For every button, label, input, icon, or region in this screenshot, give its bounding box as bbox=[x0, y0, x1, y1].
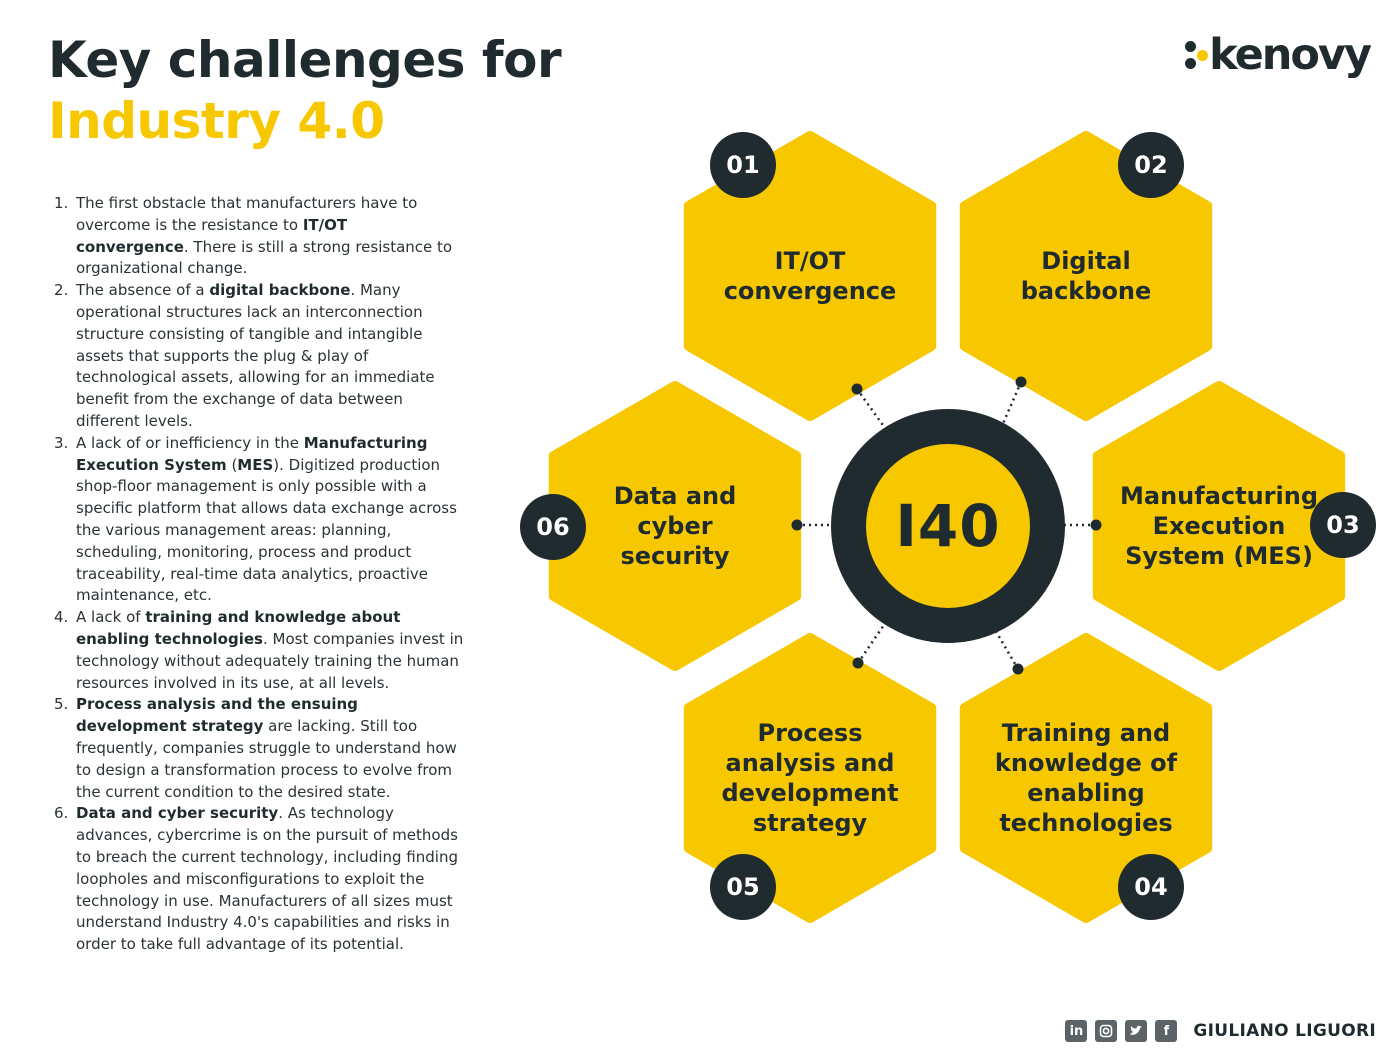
hex-label-04: Training and knowledge of enabling technolo… bbox=[966, 718, 1206, 838]
list-item-keyword: Manufacturing Execution System bbox=[76, 433, 428, 474]
connector-dot-02 bbox=[1015, 376, 1027, 388]
list-item-number: 5. bbox=[54, 695, 69, 714]
connector-line-05 bbox=[856, 621, 888, 664]
hexagon-02 bbox=[959, 131, 1213, 421]
hex-label-line: Manufacturing bbox=[1120, 482, 1318, 510]
list-item: 3. A lack of or inefficiency in the Manuf… bbox=[54, 433, 464, 607]
list-item-text: . As technology advances, cybercrime is … bbox=[76, 804, 458, 954]
list-item-number: 2. bbox=[54, 281, 69, 300]
list-item-text: A lack of bbox=[76, 608, 146, 627]
hex-label-line: IT/OT bbox=[774, 247, 846, 275]
hex-label-line: Data and bbox=[613, 482, 737, 510]
list-item: 5. Process analysis and the ensuing devel… bbox=[54, 694, 464, 803]
list-item: 2. The absence of a digital backbone. Man… bbox=[54, 280, 464, 433]
title-line-2: Industry 4.0 bbox=[48, 92, 385, 150]
hex-label-06: Data and cyber security bbox=[555, 481, 795, 571]
connector-dot-06 bbox=[791, 519, 803, 531]
author-name: GIULIANO LIGUORI bbox=[1193, 1021, 1376, 1041]
hexagon-01 bbox=[683, 131, 937, 421]
list-item-keyword: MES bbox=[237, 455, 274, 474]
hex-label-line: System (MES) bbox=[1125, 542, 1313, 570]
page-title: Key challenges for Industry 4.0 bbox=[48, 30, 562, 152]
connector-line-02 bbox=[1000, 381, 1023, 427]
linkedin-icon[interactable]: in bbox=[1065, 1020, 1088, 1042]
list-item-keyword: digital backbone bbox=[209, 281, 351, 300]
hex-label-line: Digital bbox=[1041, 247, 1131, 275]
hex-label-line: analysis and bbox=[725, 749, 895, 777]
hex-label-05: Process analysis and development strategy bbox=[690, 718, 930, 838]
hex-label-01: IT/OT convergence bbox=[690, 246, 930, 306]
list-item-number: 3. bbox=[54, 433, 69, 452]
list-item-text: ( bbox=[226, 455, 238, 474]
hex-number-badge-05: 05 bbox=[710, 854, 776, 920]
hex-number-badge-01: 01 bbox=[710, 132, 776, 198]
connector-dot-05 bbox=[852, 657, 864, 669]
logo-text: kenovy bbox=[1209, 29, 1372, 80]
footer: in f GIULIANO LIGUORI bbox=[1065, 1020, 1376, 1042]
list-item-text: The first obstacle that manufacturers ha… bbox=[76, 194, 418, 234]
list-item-text: . There is still a strong resistance to … bbox=[76, 237, 453, 278]
hex-label-line: Execution bbox=[1152, 512, 1286, 540]
hex-label-line: strategy bbox=[752, 809, 868, 837]
hex-label-line: development bbox=[721, 779, 899, 807]
list-item: 4. A lack of training and knowledge about… bbox=[54, 607, 464, 694]
hex-number-badge-04: 04 bbox=[1118, 854, 1184, 920]
hex-label-line: cyber bbox=[637, 512, 713, 540]
hexagon-05 bbox=[683, 633, 937, 923]
connector-line-04 bbox=[992, 627, 1020, 670]
logo-dots-icon bbox=[1183, 35, 1209, 75]
list-item-text: The absence of a bbox=[76, 281, 210, 300]
list-item-text: . Most companies invest in technology wi… bbox=[76, 629, 464, 692]
title-line-1: Key challenges for bbox=[48, 31, 562, 89]
center-core bbox=[866, 444, 1030, 608]
hex-label-line: Process bbox=[757, 719, 863, 747]
list-item: 6. Data and cyber security. As technology… bbox=[54, 803, 464, 956]
hex-label-line: knowledge of bbox=[994, 749, 1178, 777]
list-item-number: 4. bbox=[54, 608, 69, 627]
list-item-keyword: Process analysis and the ensuing develop… bbox=[76, 695, 358, 736]
challenges-list: 1. The first obstacle that manufacturers … bbox=[54, 193, 464, 956]
hex-label-02: Digital backbone bbox=[966, 246, 1206, 306]
list-item-text: A lack of or inefficiency in the bbox=[76, 433, 304, 452]
connector-dot-01 bbox=[851, 383, 863, 395]
hexagon-06 bbox=[548, 381, 802, 671]
list-item-text: ). Digitized production shop-floor manag… bbox=[76, 455, 457, 605]
i40-hexagon-diagram: IT/OT convergence 01 Digital backbone 02 Manuf… bbox=[500, 110, 1400, 950]
list-item-keyword: Data and cyber security bbox=[76, 804, 279, 823]
hex-label-line: convergence bbox=[723, 277, 897, 305]
facebook-icon[interactable]: f bbox=[1155, 1020, 1178, 1042]
list-item-keyword: training and knowledge about enabling te… bbox=[76, 608, 401, 648]
list-item: 1. The first obstacle that manufacturers … bbox=[54, 193, 464, 280]
hex-label-line: backbone bbox=[1020, 277, 1152, 305]
instagram-icon[interactable] bbox=[1095, 1020, 1118, 1042]
twitter-icon[interactable] bbox=[1125, 1020, 1148, 1042]
list-item-text: . Many operational structures lack an in… bbox=[76, 281, 435, 430]
hex-label-line: technologies bbox=[999, 809, 1173, 837]
connector-line-01 bbox=[855, 388, 887, 429]
hex-label-line: Training and bbox=[1001, 719, 1171, 747]
hex-label-line: enabling bbox=[1027, 779, 1145, 807]
list-item-number: 1. bbox=[54, 194, 69, 212]
hexagon-03 bbox=[1092, 381, 1346, 671]
list-item-text: are lacking. Still too frequently, compa… bbox=[76, 717, 457, 801]
kenovy-logo: kenovy bbox=[1183, 29, 1372, 80]
hex-label-line: security bbox=[620, 542, 730, 570]
list-item-number: 6. bbox=[54, 804, 69, 823]
list-item-keyword: IT/OT convergence bbox=[76, 215, 348, 256]
center-label: I40 bbox=[895, 492, 1001, 560]
connector-dot-03 bbox=[1090, 519, 1102, 531]
hex-number-badge-03: 03 bbox=[1310, 492, 1376, 558]
hexagon-04 bbox=[959, 633, 1213, 923]
hex-number-badge-06: 06 bbox=[520, 494, 586, 560]
hex-number-badge-02: 02 bbox=[1118, 132, 1184, 198]
connector-dot-04 bbox=[1012, 663, 1024, 675]
diagram-graphics bbox=[548, 131, 1346, 923]
hex-label-03: Manufacturing Execution System (MES) bbox=[1099, 481, 1339, 571]
